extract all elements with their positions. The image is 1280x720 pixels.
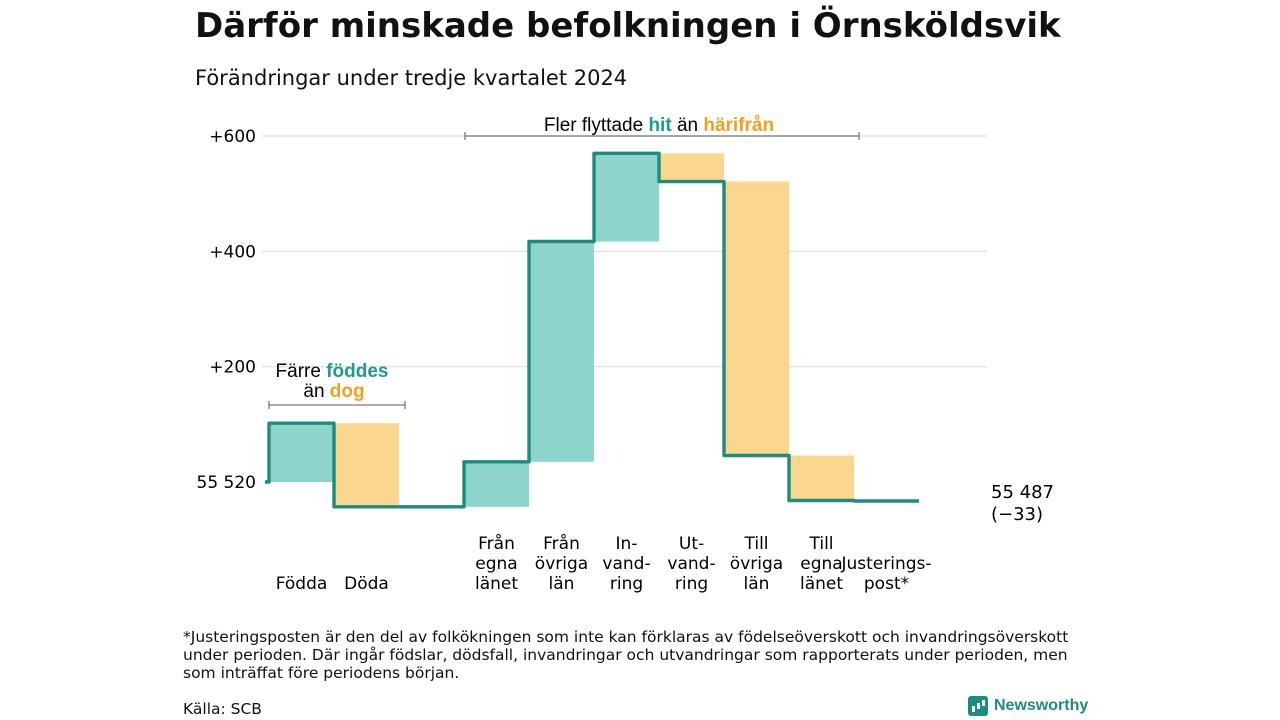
bar-decrease xyxy=(724,181,789,456)
y-tick-label: +600 xyxy=(209,127,256,147)
category-label: post* xyxy=(864,574,909,594)
category-label: Födda xyxy=(276,574,328,594)
category-label: vand- xyxy=(602,554,650,574)
category-label: Till xyxy=(743,534,768,554)
category-label: ring xyxy=(675,574,708,594)
category-label: län xyxy=(549,574,575,594)
category-label: Från xyxy=(478,533,515,554)
chart-title: Därför minskade befolkningen i Örnskölds… xyxy=(195,6,1061,46)
category-label: Justerings- xyxy=(840,554,931,574)
category-label: övriga xyxy=(535,554,588,574)
end-value-label: 55 487 xyxy=(991,482,1054,503)
bar-increase xyxy=(269,423,334,482)
category-label: övriga xyxy=(730,554,783,574)
category-label-layer: Födda DödaFrånegnalänetFrånövrigalänIn-va… xyxy=(276,533,932,594)
y-tick-label: 55 520 xyxy=(197,473,256,493)
category-label: län xyxy=(744,574,770,594)
waterfall-chart: 55 520+200+400+600 Födda DödaFrånegnaläne… xyxy=(197,115,1054,594)
step-line xyxy=(265,151,919,509)
migration-annotation-text: än xyxy=(677,115,698,136)
category-label: ring xyxy=(610,574,643,594)
migration-annotation-text: Fler flyttade xyxy=(544,115,643,136)
bar-increase xyxy=(464,461,529,507)
migration-annotation: Fler flyttade hit än härifrån xyxy=(464,115,860,140)
end-change-label: (−33) xyxy=(991,504,1043,525)
category-label: länet xyxy=(475,574,518,594)
category-label: egna xyxy=(800,554,842,574)
category-label: Från xyxy=(543,533,580,554)
bar-layer xyxy=(269,153,854,507)
newsworthy-logo[interactable]: Newsworthy xyxy=(968,696,1088,716)
category-label: Döda xyxy=(344,574,389,594)
bar-decrease xyxy=(789,455,854,501)
births-annotation-text: än xyxy=(303,381,324,402)
births-annotation-highlight-died: dog xyxy=(330,381,365,402)
category-label: länet xyxy=(800,574,843,594)
category-label: Till xyxy=(808,534,833,554)
bar-decrease xyxy=(659,153,724,182)
migration-annotation-highlight-away: härifrån xyxy=(703,115,774,136)
svg-text:än dog: än dog xyxy=(303,381,364,402)
bar-increase xyxy=(529,241,594,462)
category-label: Ut- xyxy=(679,534,704,554)
births-annotation-text: Färre xyxy=(276,361,321,382)
svg-text:Fler flyttade hit: Fler flyttade hit än härifrån xyxy=(544,115,774,136)
newsworthy-logo-text: Newsworthy xyxy=(994,697,1089,714)
migration-annotation-highlight-here: hit xyxy=(648,115,672,136)
bar-decrease xyxy=(334,423,399,507)
y-tick-label: +200 xyxy=(209,358,256,378)
bar-increase xyxy=(594,153,659,242)
step-line-layer xyxy=(265,151,919,509)
category-label: egna xyxy=(475,554,517,574)
category-label: vand- xyxy=(667,554,715,574)
y-tick-label: +400 xyxy=(209,242,256,262)
chart-subtitle: Förändringar under tredje kvartalet 2024 xyxy=(195,66,628,90)
footnote: *Justeringsposten är den del av folkökni… xyxy=(183,628,1069,682)
newsworthy-logo-icon xyxy=(968,696,988,716)
category-label: In- xyxy=(616,534,638,554)
source: Källa: SCB xyxy=(183,700,262,718)
births-annotation-highlight-born: föddes xyxy=(326,361,388,382)
svg-text:Färre föddes: Färre föddes xyxy=(276,361,389,382)
births-annotation: Färre föddes än dog xyxy=(268,361,406,409)
